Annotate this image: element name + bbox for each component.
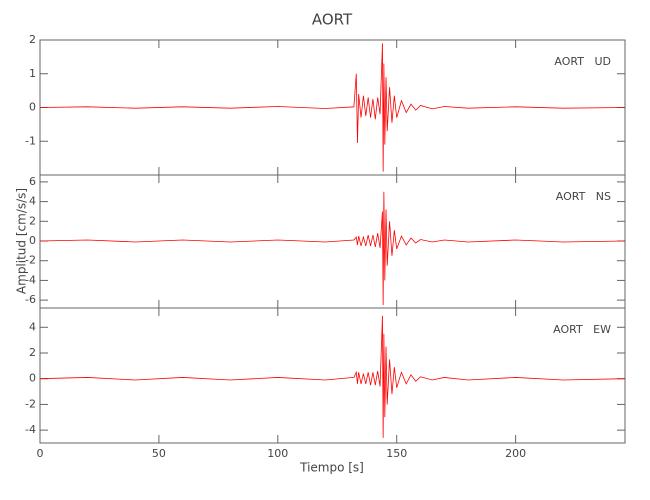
x-tick-label: 200	[505, 447, 526, 460]
y-tick-label: 0	[29, 234, 36, 247]
y-tick-label: -6	[25, 293, 36, 306]
x-tick-label: 100	[267, 447, 288, 460]
waveform	[39, 315, 626, 438]
panel-label: AORT EW	[553, 323, 611, 336]
x-axis-label: Tiempo [s]	[299, 461, 364, 475]
y-tick-label: 2	[29, 346, 36, 359]
y-tick-label: -4	[25, 273, 36, 286]
x-tick-label: 50	[152, 447, 166, 460]
y-axis-label: Amplitud [cm/s/s]	[15, 188, 29, 294]
y-tick-label: 6	[29, 175, 36, 188]
y-tick-label: 0	[29, 101, 36, 114]
y-tick-label: 2	[29, 214, 36, 227]
y-tick-label: 0	[29, 372, 36, 385]
panel-label: AORT UD	[554, 55, 611, 68]
y-tick-label: 4	[29, 320, 36, 333]
y-tick-label: 4	[29, 195, 36, 208]
y-tick-label: -1	[25, 134, 36, 147]
waveform	[39, 43, 626, 172]
waveform	[39, 191, 626, 306]
panel-label: AORT NS	[556, 190, 611, 203]
x-tick-label: 150	[386, 447, 407, 460]
y-tick-label: 2	[29, 33, 36, 46]
panel-frame	[39, 307, 626, 444]
y-tick-label: 1	[29, 67, 36, 80]
chart-title: AORT	[312, 11, 353, 29]
x-tick-label: 0	[37, 447, 44, 460]
y-tick-label: -2	[25, 254, 36, 267]
y-tick-label: -4	[25, 423, 36, 436]
y-tick-label: -2	[25, 397, 36, 410]
